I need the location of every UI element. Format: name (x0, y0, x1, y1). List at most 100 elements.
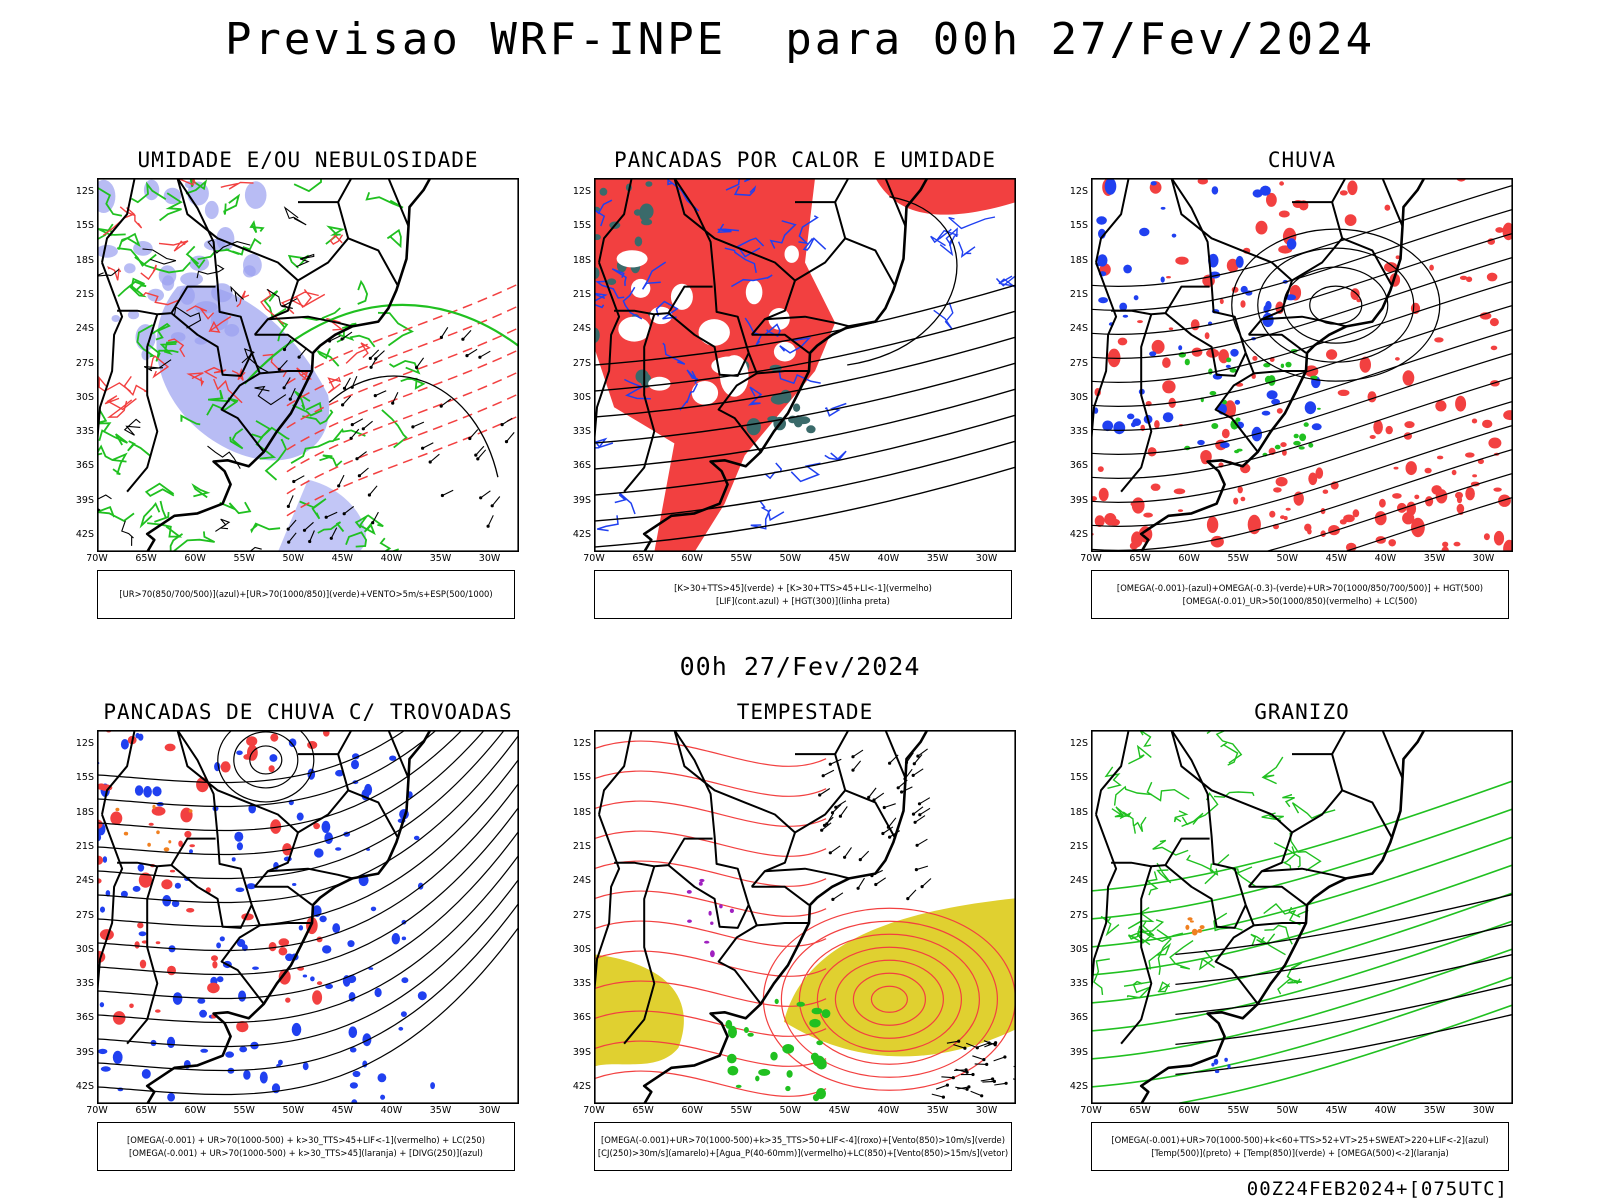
lat-tick-label: 15S (1069, 220, 1088, 232)
lat-tick-label: 30S (75, 391, 94, 403)
forecast-map (97, 178, 519, 552)
panel-title: GRANIZO (1254, 700, 1350, 724)
lon-tick-label: 30W (975, 553, 998, 564)
lat-tick-label: 33S (572, 978, 591, 990)
lat-tick-label: 27S (75, 909, 94, 921)
lon-tick-label: 35W (429, 1105, 452, 1116)
lon-tick-label: 60W (1178, 553, 1200, 564)
panel-title: TEMPESTADE (736, 700, 874, 724)
lat-tick-label: 42S (1069, 1081, 1088, 1093)
forecast-map (1091, 730, 1513, 1104)
legend-line: [CJ(250)>30m/s](amarelo)+[Agua_P(40-60mm… (597, 1147, 1009, 1158)
lat-tick-label: 27S (75, 357, 94, 369)
lon-tick-label: 60W (1178, 1105, 1200, 1116)
lon-tick-label: 30W (975, 1105, 998, 1116)
legend-line: [OMEGA(-0.001)+UR>70(1000-500)+k>35_TTS>… (601, 1134, 1005, 1145)
lat-tick-label: 30S (1069, 943, 1088, 955)
lon-tick-label: 45W (331, 1105, 354, 1116)
lon-tick-label: 40W (1374, 1105, 1397, 1116)
lat-tick-label: 36S (75, 1012, 94, 1024)
lat-tick-label: 18S (75, 254, 94, 266)
legend-line: [Temp(500)](preto) + [Temp(850)](verde) … (1151, 1147, 1449, 1158)
forecast-map-panel (1091, 730, 1513, 1104)
lon-tick-label: 55W (730, 553, 752, 564)
lat-tick-label: 39S (75, 494, 94, 506)
lat-tick-label: 18S (1069, 254, 1088, 266)
lat-tick-label: 27S (572, 909, 591, 921)
lat-tick-label: 30S (75, 943, 94, 955)
lon-tick-label: 65W (632, 553, 654, 564)
lat-tick-label: 12S (572, 186, 591, 197)
lat-tick-label: 21S (572, 288, 591, 300)
lon-tick-label: 30W (478, 1105, 501, 1116)
lon-tick-label: 45W (331, 553, 354, 564)
lat-tick-label: 39S (1069, 1046, 1088, 1058)
legend-line: [LIF](cont.azul) + [HGT(300)](linha pret… (716, 595, 890, 606)
lat-tick-label: 15S (75, 772, 94, 784)
lat-tick-label: 15S (75, 220, 94, 232)
lat-tick-label: 33S (1069, 426, 1088, 438)
lat-tick-label: 24S (572, 875, 591, 887)
lon-tick-label: 60W (681, 1105, 703, 1116)
lon-tick-label: 60W (184, 1105, 206, 1116)
lon-tick-label: 60W (681, 553, 703, 564)
lon-tick-label: 55W (730, 1105, 752, 1116)
lat-tick-label: 42S (75, 529, 94, 541)
lon-tick-label: 45W (1325, 1105, 1348, 1116)
lon-tick-label: 50W (282, 1105, 304, 1116)
lon-tick-label: 40W (877, 553, 900, 564)
lon-tick-label: 35W (1423, 1105, 1446, 1116)
lat-tick-label: 36S (572, 460, 591, 472)
panel-title: CHUVA (1267, 148, 1337, 172)
lon-tick-label: 55W (1227, 1105, 1249, 1116)
forecast-map-panel (97, 178, 519, 552)
lat-tick-label: 18S (75, 806, 94, 818)
lon-tick-label: 30W (478, 553, 501, 564)
lat-tick-label: 42S (572, 529, 591, 541)
lat-tick-label: 21S (75, 288, 94, 300)
forecast-map-panel (594, 730, 1016, 1104)
lon-tick-label: 50W (282, 553, 304, 564)
panel-title: PANCADAS POR CALOR E UMIDADE (613, 148, 996, 172)
lon-tick-label: 45W (828, 1105, 851, 1116)
lat-tick-label: 36S (75, 460, 94, 472)
lat-tick-label: 18S (1069, 806, 1088, 818)
lat-tick-label: 39S (1069, 494, 1088, 506)
lon-tick-label: 40W (380, 1105, 403, 1116)
lon-tick-label: 35W (926, 553, 949, 564)
main-title: Previsao WRF-INPE para 00h 27/Fev/2024 (224, 14, 1376, 65)
lon-tick-label: 65W (1129, 553, 1151, 564)
forecast-map (97, 730, 519, 1104)
lat-tick-label: 39S (572, 1046, 591, 1058)
lon-tick-label: 30W (1472, 1105, 1495, 1116)
lat-tick-label: 30S (1069, 391, 1088, 403)
lat-tick-label: 36S (572, 1012, 591, 1024)
lat-tick-label: 24S (75, 323, 94, 335)
lat-tick-label: 12S (572, 738, 591, 749)
lat-tick-label: 12S (75, 186, 94, 197)
lat-tick-label: 21S (1069, 288, 1088, 300)
lat-tick-label: 21S (75, 840, 94, 852)
forecast-map (594, 178, 1016, 552)
lon-tick-label: 70W (583, 553, 605, 564)
legend-line: [K>30+TTS>45](verde) + [K>30+TTS>45+LI<-… (674, 582, 932, 593)
lat-tick-label: 27S (572, 357, 591, 369)
lat-tick-label: 15S (572, 772, 591, 784)
lat-tick-label: 24S (1069, 875, 1088, 887)
lat-tick-label: 27S (1069, 357, 1088, 369)
lon-tick-label: 40W (877, 1105, 900, 1116)
lon-tick-label: 65W (632, 1105, 654, 1116)
lat-tick-label: 30S (572, 943, 591, 955)
lat-tick-label: 33S (572, 426, 591, 438)
lon-tick-label: 55W (233, 553, 255, 564)
lon-tick-label: 30W (1472, 553, 1495, 564)
lon-tick-label: 55W (233, 1105, 255, 1116)
lon-tick-label: 70W (1080, 553, 1102, 564)
lon-tick-label: 50W (779, 1105, 801, 1116)
legend-line: [OMEGA(-0.001) + UR>70(1000-500) + k>30_… (126, 1134, 486, 1145)
lon-tick-label: 35W (1423, 553, 1446, 564)
lat-tick-label: 27S (1069, 909, 1088, 921)
forecast-map (1091, 178, 1513, 552)
forecast-map-panel (1091, 178, 1513, 552)
lat-tick-label: 33S (75, 978, 94, 990)
